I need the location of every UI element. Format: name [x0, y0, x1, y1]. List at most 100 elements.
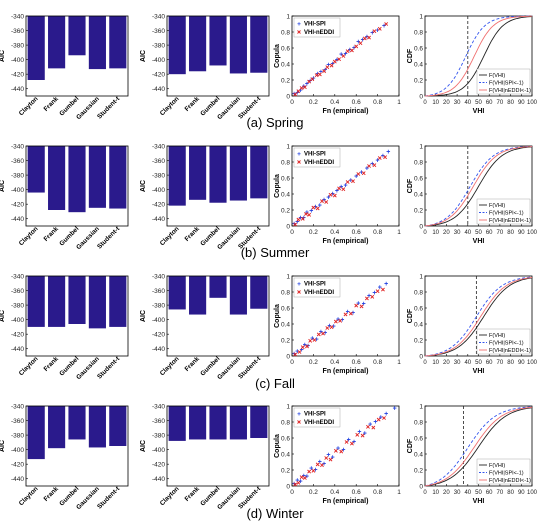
legend-label-spi: VHI-SPI [304, 22, 326, 28]
y-tick-label: 0.6 [414, 306, 423, 313]
legend: + VHI-SPI VHI-nEDDI [293, 17, 341, 38]
point-vhi-spi: + [335, 188, 339, 195]
y-tick-label: 0 [286, 224, 290, 231]
legend-label: F(VHI|SPI<-1) [489, 471, 524, 477]
point-vhi-neddi [338, 318, 343, 323]
legend-label: F(VHI) [489, 203, 505, 209]
point-vhi-neddi [315, 462, 320, 467]
point-vhi-spi: + [372, 290, 376, 297]
x-tick-label: 1 [397, 359, 401, 366]
x-tick-label: 50 [475, 490, 482, 496]
point-vhi-spi: + [311, 76, 315, 83]
category-label: Clayton [18, 355, 40, 377]
point-vhi-neddi [350, 441, 354, 446]
point-vhi-spi: + [376, 28, 380, 35]
point-vhi-spi: + [313, 204, 317, 211]
point-vhi-spi: + [310, 336, 314, 343]
y-tick-label: 0 [419, 94, 423, 101]
point-vhi-spi: + [322, 461, 326, 468]
category-label: Frank [43, 355, 61, 373]
y-tick-label: -400 [11, 57, 24, 64]
point-vhi-spi: + [339, 184, 343, 191]
point-vhi-neddi [332, 59, 337, 64]
bar-clayton [168, 146, 186, 206]
point-vhi-spi: + [318, 459, 322, 466]
x-axis-label: VHI [473, 368, 485, 375]
y-tick-label: -340 [11, 14, 24, 21]
y-tick-label: 1 [286, 144, 290, 151]
point-vhi-neddi [376, 417, 381, 422]
point-vhi-neddi [358, 41, 363, 46]
bar-clayton [168, 16, 186, 75]
y-axis-label: CDF [407, 178, 414, 193]
category-label: Frank [43, 485, 61, 503]
y-tick-label: -380 [11, 43, 24, 50]
y-tick-label: 0.4 [281, 452, 290, 459]
fall-scatter-chart: 0 0.2 0.4 0.6 0.8 1 0 0.2 0.4 0.6 0.8 1 Fn (empirica… [274, 274, 401, 376]
point-vhi-neddi [371, 425, 376, 430]
point-vhi-neddi [355, 432, 360, 437]
bar-gaussian [88, 406, 106, 448]
bar-gaussian [229, 406, 247, 440]
legend: + VHI-SPI VHI-nEDDI [293, 147, 341, 168]
y-axis-label: AIC [140, 310, 147, 322]
y-tick-label: -440 [11, 216, 24, 223]
point-vhi-neddi [372, 29, 377, 34]
point-vhi-spi: + [331, 191, 335, 198]
point-vhi-neddi [314, 73, 319, 78]
x-tick-label: 90 [518, 230, 525, 236]
point-vhi-neddi [359, 304, 364, 309]
bar-student-t [109, 16, 127, 69]
cdf-line-vhi-neddi [424, 146, 533, 227]
cdf-line-vhi [425, 16, 533, 97]
category-label: Frank [184, 95, 202, 113]
y-tick-label: 1 [286, 404, 290, 411]
legend-label-neddi: VHI-nEDDI [304, 290, 334, 296]
x-tick-label: 0.8 [373, 99, 382, 106]
legend-label-spi: VHI-SPI [304, 282, 326, 288]
legend-label: F(VHI) [489, 333, 505, 339]
y-tick-label: -340 [11, 144, 24, 151]
x-tick-label: 10 [432, 230, 439, 236]
x-axis-label: VHI [473, 238, 485, 245]
bar-gaussian [229, 146, 247, 201]
point-vhi-spi: + [361, 37, 365, 44]
point-vhi-spi: + [295, 90, 299, 97]
x-tick-label: 1 [397, 99, 401, 106]
point-vhi-neddi [383, 155, 388, 160]
legend-marker-neddi [297, 30, 301, 34]
y-tick-label: -420 [11, 202, 24, 209]
x-tick-label: 0.8 [373, 229, 382, 236]
point-vhi-neddi [308, 338, 313, 343]
y-tick-label: -420 [11, 462, 24, 469]
category-label: Student-t [96, 95, 122, 121]
x-tick-label: 0 [423, 360, 427, 366]
x-tick-label: 10 [432, 360, 439, 366]
y-tick-label: 0.2 [414, 338, 423, 345]
y-tick-label: 0 [419, 484, 423, 491]
point-vhi-spi: + [323, 330, 327, 337]
y-axis-label: Copula [274, 304, 281, 328]
plot-frame [25, 405, 129, 487]
y-tick-label: -380 [11, 433, 24, 440]
y-tick-label: -380 [152, 303, 165, 310]
y-tick-label: 0.6 [414, 436, 423, 443]
point-vhi-neddi [351, 179, 355, 184]
x-tick-label: 0.8 [373, 489, 382, 496]
y-tick-label: -400 [11, 447, 24, 454]
point-vhi-spi: + [299, 88, 303, 95]
point-vhi-spi: + [354, 174, 358, 181]
x-tick-label: 100 [527, 360, 538, 366]
x-tick-label: 0.4 [330, 359, 339, 366]
point-vhi-neddi [364, 296, 369, 301]
x-tick-label: 10 [432, 100, 439, 106]
y-axis-label: AIC [0, 310, 6, 322]
y-axis-label: AIC [0, 440, 6, 452]
point-vhi-neddi [328, 457, 333, 462]
point-vhi-spi: + [292, 221, 296, 228]
point-vhi-neddi [293, 482, 298, 487]
point-vhi-neddi [325, 326, 330, 330]
point-vhi-neddi [307, 469, 312, 474]
point-vhi-spi: + [370, 30, 374, 37]
plot-frame [166, 405, 270, 487]
